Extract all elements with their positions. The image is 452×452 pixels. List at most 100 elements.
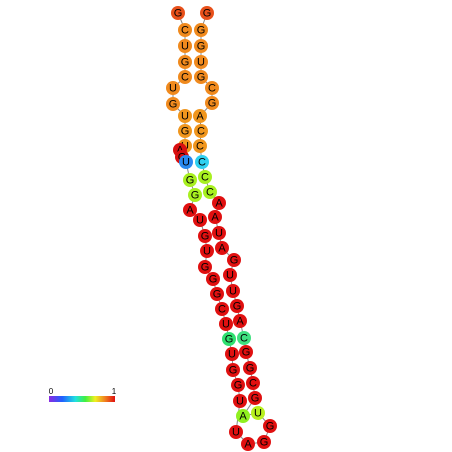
nucleotide-label: U (228, 348, 236, 360)
nucleotide-circle (219, 317, 233, 331)
nucleotide-circle (198, 170, 212, 184)
nucleotide-circle (183, 203, 197, 217)
nucleotide-circle (179, 155, 193, 169)
nucleotide-label: U (196, 214, 204, 226)
nucleotide-label: U (181, 110, 189, 122)
nucleotide-label: C (240, 332, 248, 344)
nucleotide-circle (243, 361, 257, 375)
nucleotide-label: A (186, 204, 194, 216)
nucleotide-label: U (169, 82, 177, 94)
nucleotide-label: C (249, 377, 257, 389)
nucleotide-circle (198, 229, 212, 243)
nucleotide-label: C (196, 140, 204, 152)
nucleotide-label: U (222, 318, 230, 330)
nucleotide-circle (178, 70, 192, 84)
nucleotide-label: G (209, 273, 218, 285)
nucleotide-label: G (234, 379, 243, 391)
nucleotide-label: A (236, 315, 244, 327)
nucleotide-label: G (242, 346, 251, 358)
nucleotide-circle (263, 419, 277, 433)
nucleotide-circle (178, 39, 192, 53)
nucleotide-label: A (244, 438, 252, 450)
nucleotide-label: G (197, 40, 206, 52)
nucleotide-circle (206, 272, 220, 286)
nucleotide-label: G (191, 189, 200, 201)
nucleotide-circle (236, 409, 250, 423)
nucleotide-circle (205, 96, 219, 110)
nucleotide-label: U (215, 227, 223, 239)
nucleotide-circle (225, 347, 239, 361)
nucleotide-label: G (201, 261, 210, 273)
nucleotide-circle (193, 213, 207, 227)
nucleotide-label: G (201, 230, 210, 242)
nucleotide-label: C (218, 303, 226, 315)
nucleotide-circle (239, 345, 253, 359)
nucleotide-circle (222, 332, 236, 346)
nucleotide-circle (194, 124, 208, 138)
nucleotides: GCUGCUGUGUAGUGGAUGUGGGCUGUGGUUAGGUAGCGGC… (166, 6, 277, 451)
nucleotide-label: U (181, 40, 189, 52)
nucleotide-label: G (174, 7, 183, 19)
nucleotide-label: G (225, 333, 234, 345)
nucleotide-circle (241, 437, 255, 451)
nucleotide-label: U (236, 395, 244, 407)
nucleotide-label: G (169, 98, 178, 110)
nucleotide-label: U (229, 285, 237, 297)
nucleotide-circle (171, 6, 185, 20)
nucleotide-label: C (197, 125, 205, 137)
nucleotide-circle (194, 55, 208, 69)
nucleotide-label: U (254, 407, 262, 419)
nucleotide-label: C (181, 71, 189, 83)
nucleotide-label: G (233, 300, 242, 312)
nucleotide-circle (246, 376, 260, 390)
nucleotide-circle (178, 23, 192, 37)
nucleotide-label: C (206, 186, 214, 198)
nucleotide-circle (251, 406, 265, 420)
nucleotide-circle (194, 39, 208, 53)
nucleotide-circle (227, 253, 241, 267)
nucleotide-circle (223, 268, 237, 282)
nucleotide-label: G (246, 362, 255, 374)
nucleotide-label: U (203, 245, 211, 257)
nucleotide-circle (194, 70, 208, 84)
nucleotide-circle (166, 81, 180, 95)
nucleotide-label: G (197, 24, 206, 36)
nucleotide-circle (178, 124, 192, 138)
nucleotide-circle (205, 81, 219, 95)
nucleotide-label: G (181, 56, 190, 68)
nucleotide-label: G (186, 174, 195, 186)
nucleotide-circle (215, 302, 229, 316)
nucleotide-label: G (208, 97, 217, 109)
nucleotide-circle (195, 155, 209, 169)
nucleotide-circle (203, 185, 217, 199)
nucleotide-label: G (197, 71, 206, 83)
colorbar (49, 396, 115, 402)
nucleotide-label: G (203, 7, 212, 19)
nucleotide-circle (178, 109, 192, 123)
nucleotide-circle (215, 241, 229, 255)
nucleotide-label: G (181, 125, 190, 137)
nucleotide-label: G (260, 436, 269, 448)
nucleotide-circle (193, 139, 207, 153)
nucleotide-circle (230, 299, 244, 313)
nucleotide-label: A (211, 211, 219, 223)
nucleotide-label: U (226, 269, 234, 281)
nucleotide-circle (212, 196, 226, 210)
nucleotide-label: U (182, 156, 190, 168)
nucleotide-circle (188, 188, 202, 202)
nucleotide-circle (233, 394, 247, 408)
nucleotide-label: A (218, 242, 226, 254)
nucleotide-circle (212, 226, 226, 240)
nucleotide-label: G (251, 392, 260, 404)
nucleotide-circle (210, 287, 224, 301)
nucleotide-circle (193, 109, 207, 123)
nucleotide-circle (231, 378, 245, 392)
nucleotide-label: C (181, 24, 189, 36)
nucleotide-circle (194, 23, 208, 37)
nucleotide-label: C (201, 171, 209, 183)
nucleotide-label: A (196, 110, 204, 122)
nucleotide-label: A (215, 197, 223, 209)
colorbar-max: 1 (112, 387, 117, 396)
nucleotide-label: U (232, 426, 240, 438)
